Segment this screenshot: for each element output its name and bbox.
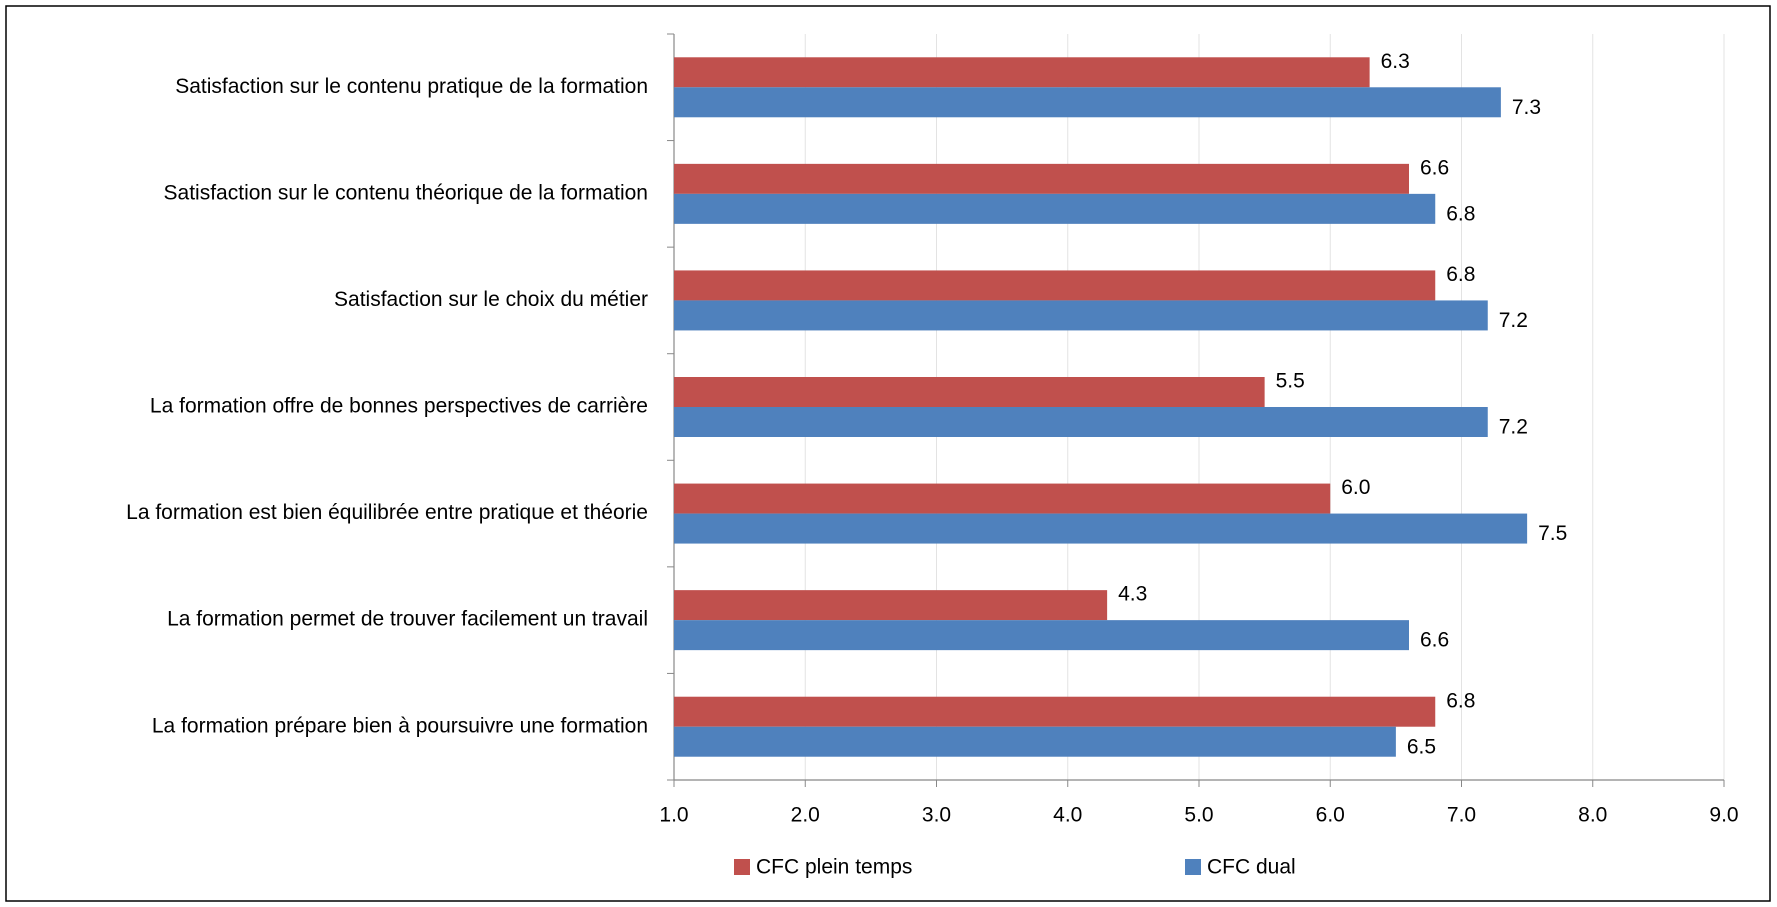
bar bbox=[674, 163, 1409, 194]
data-label: 7.2 bbox=[1499, 309, 1528, 332]
bar bbox=[674, 300, 1488, 331]
bar bbox=[674, 377, 1265, 407]
y-tick-label: La formation permet de trouver facilemen… bbox=[167, 608, 648, 631]
bar bbox=[674, 483, 1331, 514]
data-label: 6.8 bbox=[1446, 689, 1475, 712]
y-tick-label: Satisfaction sur le contenu pratique de … bbox=[175, 75, 648, 98]
y-tick-label: Satisfaction sur le contenu théorique de… bbox=[164, 181, 648, 204]
data-label: 7.3 bbox=[1512, 96, 1541, 119]
x-tick-label: 9.0 bbox=[1709, 804, 1738, 827]
x-tick-label: 8.0 bbox=[1578, 804, 1607, 827]
y-tick-label: Satisfaction sur le choix du métier bbox=[334, 288, 648, 311]
bar bbox=[674, 513, 1528, 544]
x-tick-label: 4.0 bbox=[1053, 804, 1082, 827]
data-label: 6.6 bbox=[1420, 629, 1449, 652]
legend-label: CFC dual bbox=[1207, 856, 1296, 879]
data-label: 6.8 bbox=[1446, 263, 1475, 286]
data-label: 6.0 bbox=[1341, 476, 1370, 499]
x-tick-label: 2.0 bbox=[791, 804, 820, 827]
data-label: 7.2 bbox=[1499, 416, 1528, 439]
chart-border bbox=[5, 5, 1771, 902]
legend-label: CFC plein temps bbox=[756, 856, 912, 879]
data-label: 6.3 bbox=[1381, 50, 1410, 73]
y-tick-label: La formation offre de bonnes perspective… bbox=[150, 395, 648, 418]
data-label: 7.5 bbox=[1538, 522, 1567, 545]
data-label: 6.5 bbox=[1407, 735, 1436, 758]
y-tick-label: La formation est bien équilibrée entre p… bbox=[126, 501, 648, 524]
y-tick-label: La formation prépare bien à poursuivre u… bbox=[152, 714, 648, 737]
x-tick-label: 5.0 bbox=[1184, 804, 1213, 827]
data-label: 6.8 bbox=[1446, 202, 1475, 225]
data-label: 4.3 bbox=[1118, 583, 1147, 606]
bar bbox=[674, 407, 1488, 437]
legend-swatch bbox=[734, 859, 750, 875]
data-label: 5.5 bbox=[1276, 370, 1305, 393]
bar bbox=[674, 696, 1436, 727]
bar bbox=[674, 620, 1409, 651]
bar bbox=[674, 726, 1396, 757]
x-tick-label: 3.0 bbox=[922, 804, 951, 827]
bar bbox=[674, 57, 1370, 88]
x-tick-label: 1.0 bbox=[659, 804, 688, 827]
bar bbox=[674, 590, 1108, 621]
data-label: 6.6 bbox=[1420, 156, 1449, 179]
bar bbox=[674, 270, 1436, 301]
bar bbox=[674, 87, 1501, 118]
bar bbox=[674, 193, 1436, 224]
x-tick-label: 6.0 bbox=[1316, 804, 1345, 827]
x-tick-label: 7.0 bbox=[1447, 804, 1476, 827]
legend-swatch bbox=[1185, 859, 1201, 875]
